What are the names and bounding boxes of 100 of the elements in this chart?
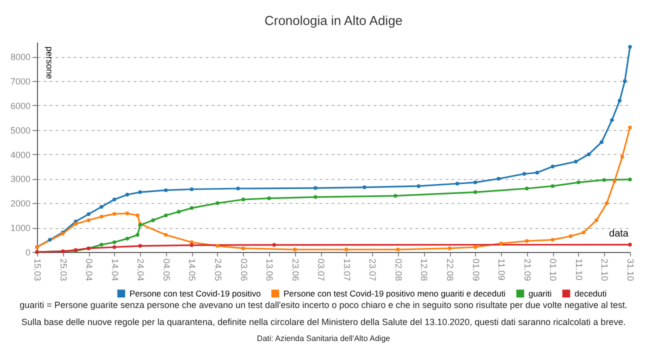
- point: [60, 249, 65, 254]
- x-tick-label: 23.06: [290, 258, 300, 282]
- point: [151, 218, 155, 222]
- point: [525, 186, 529, 190]
- point: [618, 98, 622, 102]
- chart-title: Cronologia in Alto Adige: [264, 13, 403, 28]
- text: Dati: Azienda Sanitaria dell'Alto Adige: [256, 334, 391, 343]
- point: [112, 245, 116, 249]
- point: [448, 246, 452, 250]
- x-tick-label: 23.07: [368, 258, 378, 282]
- point: [272, 243, 276, 247]
- point: [164, 214, 168, 218]
- point: [314, 186, 318, 190]
- x-tick-label: 13.07: [342, 258, 352, 282]
- y-tick-label: 7000: [10, 76, 30, 87]
- point: [610, 118, 614, 122]
- point: [292, 248, 297, 252]
- point: [138, 244, 142, 248]
- y-tick-label: 5000: [10, 125, 30, 136]
- point: [241, 246, 246, 250]
- point: [138, 190, 142, 194]
- point: [125, 212, 130, 216]
- point: [125, 236, 130, 240]
- x-tick-label: 04.04: [84, 258, 94, 282]
- point: [568, 234, 573, 238]
- point: [522, 172, 526, 176]
- point: [164, 188, 168, 192]
- x-tick-label: 24.04: [136, 258, 146, 282]
- point: [125, 192, 130, 196]
- point: [628, 178, 632, 182]
- point: [74, 222, 78, 226]
- legend-label: deceduti: [574, 288, 607, 299]
- point: [602, 178, 606, 182]
- y-tick-label: 8000: [10, 52, 30, 62]
- point: [136, 214, 140, 218]
- point: [574, 160, 578, 164]
- y-axis-title: persone: [44, 46, 54, 80]
- x-tick-label: 12.08: [419, 258, 430, 282]
- point: [314, 195, 318, 199]
- point: [594, 218, 598, 222]
- y-tick-label: 0: [25, 248, 30, 258]
- point: [612, 179, 616, 184]
- point: [86, 212, 90, 216]
- point: [550, 184, 555, 188]
- point: [604, 201, 609, 206]
- x-tick-label: 24.05: [212, 258, 223, 282]
- point: [112, 212, 116, 216]
- x-tick-label: 31.10: [626, 258, 636, 282]
- x-tick-label: 03.06: [238, 258, 249, 282]
- x-tick-label: 02.08: [393, 258, 404, 282]
- x-tick-label: 03.07: [316, 258, 326, 282]
- legend-label: Persone con test Covid-19 positivo meno guariti e deceduti: [284, 288, 506, 299]
- x-tick-label: 14.04: [110, 258, 120, 282]
- point: [112, 198, 116, 202]
- point: [190, 243, 194, 248]
- point: [628, 45, 632, 49]
- point: [416, 184, 420, 188]
- point: [100, 242, 104, 247]
- legend-label: Persone con test Covid-19 positivo: [130, 288, 262, 299]
- point: [190, 240, 194, 244]
- point: [535, 170, 540, 175]
- point: [499, 242, 503, 246]
- text: Sulla base delle nuove regole per la quarantena, definite nella circolare del Ministero della Salute del 13.10.2020, questi dati saranno ricalcolati a breve.: [21, 317, 626, 327]
- point: [48, 238, 52, 242]
- point: [362, 185, 366, 190]
- x-tick-label: 15.03: [32, 258, 42, 282]
- y-tick-label: 2000: [10, 198, 30, 209]
- x-tick-label: 04.05: [161, 258, 172, 282]
- point: [525, 239, 529, 243]
- point: [550, 238, 555, 242]
- y-tick-label: 6000: [10, 100, 30, 111]
- point: [600, 140, 604, 144]
- x-tick-label: 14.05: [187, 258, 198, 282]
- point: [267, 196, 271, 200]
- point: [473, 245, 478, 249]
- x-tick-label: 01.09: [470, 258, 481, 282]
- point: [241, 198, 246, 202]
- point: [164, 233, 168, 237]
- point: [136, 233, 140, 237]
- point: [628, 242, 632, 247]
- point: [473, 180, 478, 184]
- point: [496, 176, 500, 181]
- point: [190, 187, 194, 192]
- point: [628, 126, 632, 130]
- y-tick-label: 3000: [10, 174, 30, 184]
- point: [582, 230, 586, 234]
- x-tick-label: 01.10: [548, 258, 558, 282]
- x-tick-label: 11.10: [574, 258, 584, 280]
- point: [455, 182, 460, 186]
- point: [620, 154, 624, 159]
- point: [396, 248, 400, 252]
- point: [586, 152, 591, 156]
- point: [100, 204, 104, 209]
- point: [190, 206, 194, 210]
- point: [622, 79, 627, 83]
- point: [236, 186, 240, 190]
- point: [550, 164, 555, 168]
- point: [473, 190, 478, 194]
- x-tick-label: 21.09: [522, 258, 532, 282]
- point: [394, 194, 398, 198]
